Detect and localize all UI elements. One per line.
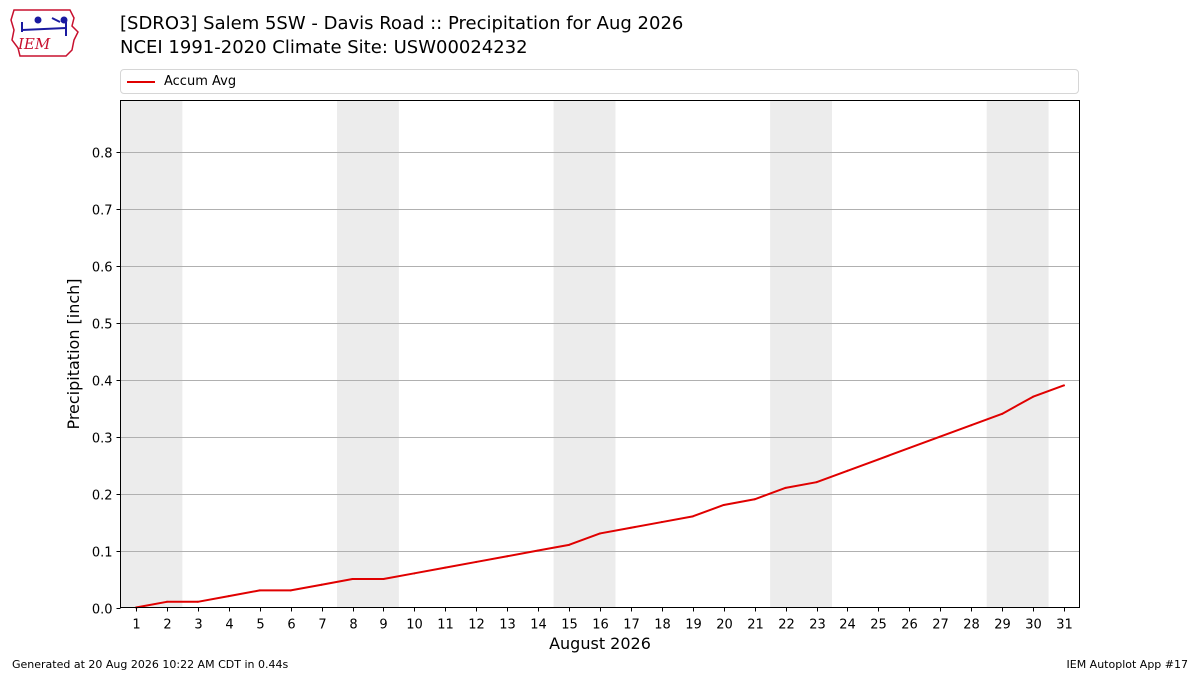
x-tick-label: 4 <box>225 618 233 633</box>
y-axis-ticks: 0.0 0.1 0.2 0.3 0.4 0.5 0.6 0.7 0.8 <box>92 147 121 618</box>
data-point <box>784 486 787 489</box>
data-point <box>568 543 571 546</box>
x-tick-label: 17 <box>623 618 640 633</box>
x-tick-label: 19 <box>685 618 702 633</box>
x-tick-label: 25 <box>870 618 887 633</box>
weekend-band-3 <box>553 100 616 608</box>
x-tick-label: 24 <box>839 618 856 633</box>
x-tick-label: 6 <box>287 618 295 633</box>
chart-title: [SDRO3] Salem 5SW - Davis Road :: Precip… <box>120 13 684 34</box>
weekend-band-2 <box>337 100 399 608</box>
data-point <box>660 521 663 524</box>
app-credit: IEM Autoplot App #17 <box>1066 658 1189 671</box>
data-point <box>165 600 168 603</box>
y-axis-label: Precipitation [inch] <box>64 278 83 429</box>
data-point <box>815 481 818 484</box>
x-tick-label: 23 <box>809 618 826 633</box>
y-tick-label: 0.6 <box>92 261 113 276</box>
grid-lines <box>120 152 1080 552</box>
data-point <box>506 555 509 558</box>
x-tick-label: 22 <box>778 618 795 633</box>
y-tick-label: 0.1 <box>92 546 113 561</box>
x-axis-label: August 2026 <box>549 634 651 653</box>
data-point <box>1001 412 1004 415</box>
data-point <box>970 424 973 427</box>
data-point <box>537 549 540 552</box>
x-tick-label: 8 <box>349 618 357 633</box>
data-point <box>1032 395 1035 398</box>
x-tick-label: 27 <box>932 618 949 633</box>
x-tick-label: 28 <box>963 618 980 633</box>
x-tick-label: 7 <box>318 618 326 633</box>
data-point <box>846 469 849 472</box>
iem-logo: IEM <box>10 9 79 57</box>
x-tick-label: 26 <box>901 618 918 633</box>
x-tick-label: 15 <box>561 618 578 633</box>
x-tick-label: 2 <box>163 618 171 633</box>
x-tick-label: 31 <box>1056 618 1073 633</box>
weekend-band-5 <box>986 100 1049 608</box>
x-tick-label: 5 <box>256 618 264 633</box>
data-point <box>599 532 601 535</box>
data-point <box>629 526 632 529</box>
x-tick-label: 9 <box>379 618 387 633</box>
y-tick-label: 0.4 <box>92 375 113 390</box>
y-tick-label: 0.7 <box>92 204 113 219</box>
data-point <box>258 589 261 592</box>
x-tick-label: 10 <box>406 618 423 633</box>
data-point <box>351 578 354 581</box>
generated-timestamp: Generated at 20 Aug 2026 10:22 AM CDT in… <box>12 658 289 671</box>
y-tick-label: 0.5 <box>92 318 113 333</box>
y-tick-label: 0.2 <box>92 489 113 504</box>
x-tick-label: 1 <box>132 618 140 633</box>
data-point <box>382 578 385 581</box>
data-point <box>444 566 447 569</box>
data-point <box>475 560 478 563</box>
weather-station-icon <box>21 16 68 36</box>
legend-label-accum-avg: Accum Avg <box>164 74 237 89</box>
weekend-band-1 <box>120 100 183 608</box>
x-tick-label: 21 <box>747 618 764 633</box>
data-point <box>1063 384 1066 387</box>
x-tick-label: 18 <box>654 618 671 633</box>
x-tick-label: 30 <box>1025 618 1042 633</box>
x-tick-label: 13 <box>499 618 516 633</box>
data-point <box>722 503 725 506</box>
data-point <box>877 458 880 461</box>
y-tick-label: 0.8 <box>92 147 113 162</box>
data-point <box>196 600 199 603</box>
x-tick-label: 12 <box>468 618 485 633</box>
data-point <box>691 515 694 518</box>
legend: Accum Avg <box>120 69 1079 94</box>
x-tick-label: 11 <box>437 618 454 633</box>
x-tick-label: 14 <box>530 618 547 633</box>
x-tick-label: 29 <box>994 618 1011 633</box>
data-point <box>753 498 756 501</box>
x-tick-label: 16 <box>592 618 609 633</box>
data-point <box>227 595 230 598</box>
data-point <box>289 589 292 592</box>
chart-subtitle: NCEI 1991-2020 Climate Site: USW00024232 <box>120 37 528 58</box>
x-tick-label: 3 <box>194 618 202 633</box>
data-point <box>908 446 911 449</box>
y-tick-label: 0.0 <box>92 603 113 618</box>
x-tick-label: 20 <box>716 618 733 633</box>
legend-swatch-accum-avg <box>127 81 155 83</box>
data-point <box>939 435 942 438</box>
x-axis-ticks: 1 2 3 4 5 6 7 8 9 10 11 12 13 14 15 16 17 18 19 20 21 22 23 24 2… <box>132 607 1073 633</box>
weekend-band-4 <box>770 100 833 608</box>
iem-logo-text: IEM <box>17 35 51 53</box>
y-tick-label: 0.3 <box>92 432 113 447</box>
weekend-bands <box>120 100 1049 608</box>
data-point <box>320 583 323 586</box>
data-point <box>413 572 416 575</box>
